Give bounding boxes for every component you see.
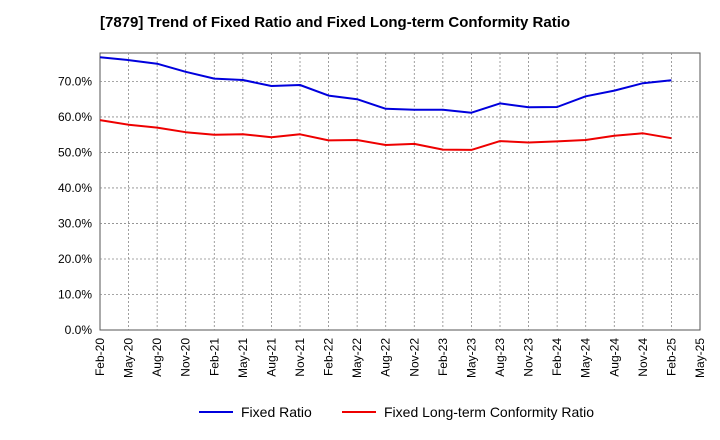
legend-label-fixed-ratio: Fixed Ratio [241, 404, 312, 420]
chart-title: [7879] Trend of Fixed Ratio and Fixed Lo… [100, 14, 571, 31]
x-tick-label: May-25 [693, 338, 707, 378]
y-tick-label: 10.0% [58, 287, 92, 301]
y-tick-label: 60.0% [58, 110, 92, 124]
y-tick-label: 70.0% [58, 74, 92, 88]
x-tick-label: Nov-20 [179, 338, 193, 377]
x-tick-label: May-20 [122, 338, 136, 378]
x-tick-label: Nov-24 [636, 338, 650, 377]
legend-item-fixed-long-term-conformity-ratio: Fixed Long-term Conformity Ratio [342, 404, 594, 420]
x-tick-label: Aug-22 [379, 338, 393, 377]
y-tick-label: 50.0% [58, 145, 92, 159]
x-tick-label: Feb-22 [322, 338, 336, 376]
legend-label-fixed-long-term-conformity-ratio: Fixed Long-term Conformity Ratio [384, 404, 595, 420]
x-tick-label: May-23 [464, 338, 478, 378]
x-tick-label: May-24 [579, 338, 593, 378]
x-tick-label: Aug-24 [607, 338, 621, 377]
x-tick-label: Aug-21 [264, 338, 278, 377]
x-tick-label: Feb-23 [436, 338, 450, 376]
x-tick-label: Feb-20 [93, 338, 107, 376]
x-tick-label: Nov-21 [293, 338, 307, 377]
x-tick-label: May-22 [350, 338, 364, 378]
x-tick-label: Feb-21 [207, 338, 221, 376]
x-tick-label: Aug-20 [150, 338, 164, 377]
x-tick-label: Nov-23 [522, 338, 536, 377]
legend-swatch-fixed-long-term-conformity-ratio [342, 411, 376, 413]
y-tick-label: 30.0% [58, 216, 92, 230]
y-tick-label: 20.0% [58, 252, 92, 266]
plot-area [99, 52, 701, 331]
x-tick-label: Feb-25 [664, 338, 678, 376]
legend-item-fixed-ratio: Fixed Ratio [199, 404, 312, 420]
x-tick-label: Nov-22 [407, 338, 421, 377]
x-tick-label: May-21 [236, 338, 250, 378]
x-tick-label: Aug-23 [493, 338, 507, 377]
y-tick-label: 0.0% [65, 323, 93, 337]
y-tick-label: 40.0% [58, 181, 92, 195]
legend-swatch-fixed-ratio [199, 411, 233, 413]
series-line-0 [99, 56, 672, 114]
chart-legend: Fixed Ratio Fixed Long-term Conformity R… [0, 404, 720, 426]
series-line-1 [99, 119, 672, 151]
x-tick-label: Feb-24 [550, 338, 564, 376]
